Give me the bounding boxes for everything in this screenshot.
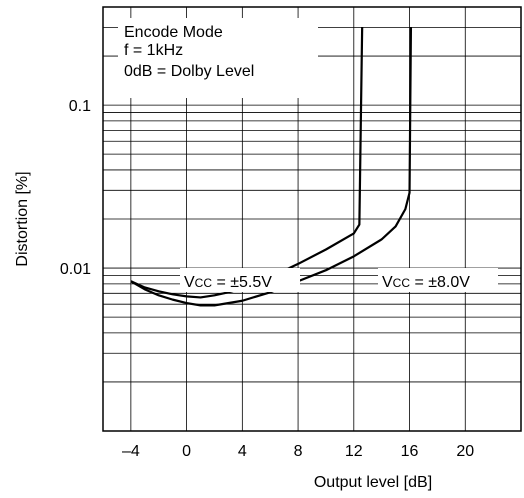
x-tick-labels: –4 0 4 8 12 16 20 [122,443,474,460]
series-label-8v0: VCC = ±8.0V [382,274,470,291]
condition-reference: 0dB = Dolby Level [124,63,254,80]
series-label-5v5: VCC = ±5.5V [184,274,272,291]
x-axis-title: Output level [dB] [314,474,432,491]
y-tick-label: 0.1 [69,98,91,115]
x-tick-label: 16 [401,443,419,460]
plot-frame [102,6,522,432]
y-tick-labels: 0.01 0.1 [60,98,91,278]
series-line-1 [130,27,364,299]
series-lines [130,27,413,307]
x-tick-label: 12 [345,443,363,460]
conditions-box [118,18,318,98]
series-line-2 [130,27,413,307]
x-tick-label: 8 [294,443,303,460]
x-tick-label: –4 [122,443,140,460]
x-tick-label: 4 [238,443,247,460]
y-axis-title: Distortion [%] [14,171,31,266]
condition-mode: Encode Mode [124,24,223,41]
series-label-bg-1 [180,268,300,292]
y-tick-label: 0.01 [60,261,91,278]
x-tick-label: 20 [456,443,474,460]
condition-frequency: f = 1kHz [124,42,183,59]
series-label-bg-2 [378,268,498,292]
x-tick-label: 0 [182,443,191,460]
